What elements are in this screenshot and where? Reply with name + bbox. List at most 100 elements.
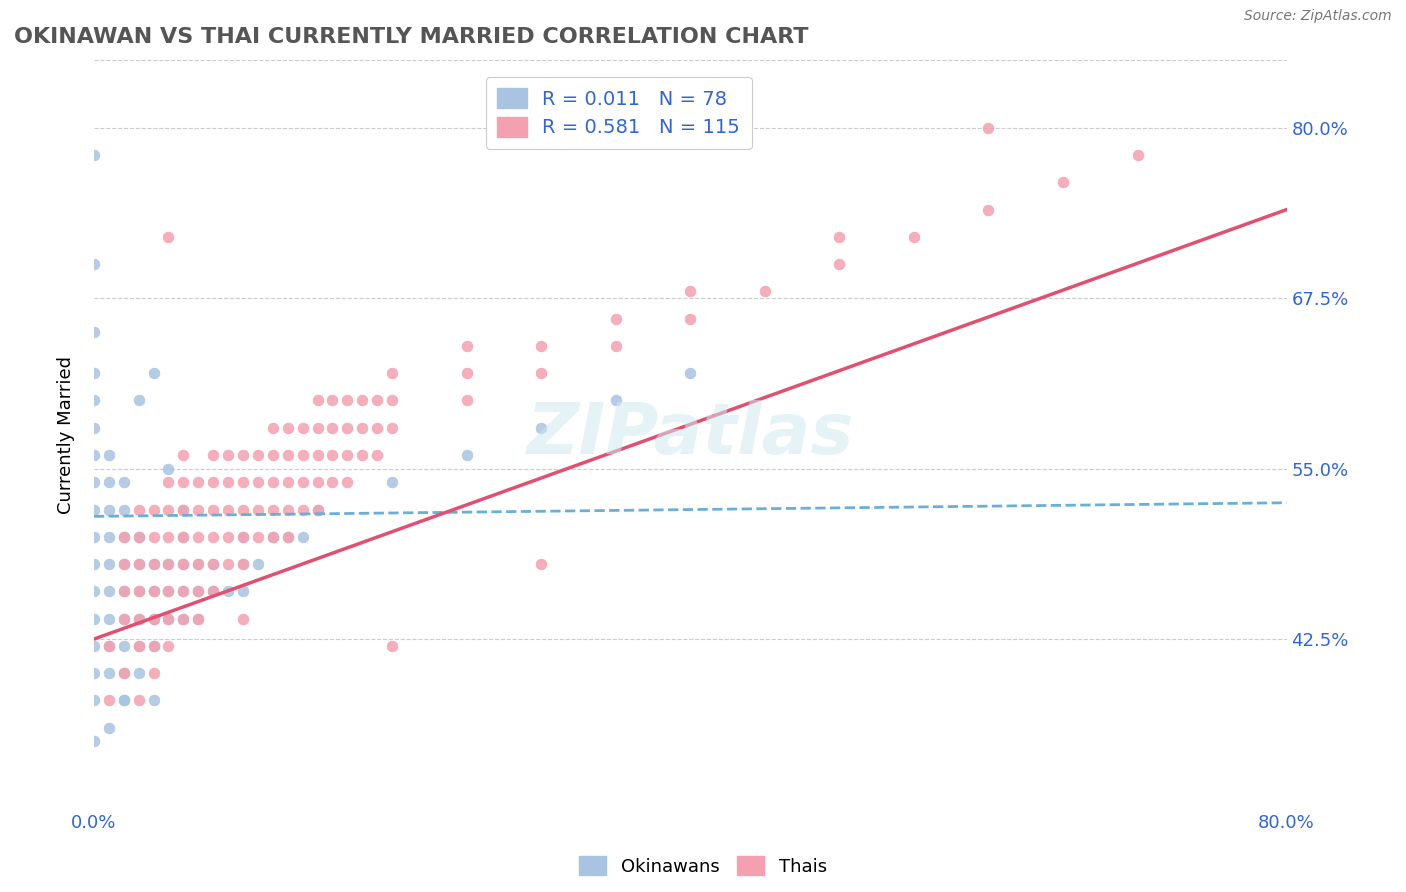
Point bbox=[262, 530, 284, 544]
Point bbox=[97, 557, 120, 571]
Point bbox=[679, 120, 702, 135]
Point bbox=[307, 421, 329, 435]
Point bbox=[142, 612, 165, 626]
Point bbox=[530, 557, 553, 571]
Point bbox=[83, 448, 105, 462]
Point bbox=[83, 257, 105, 271]
Point bbox=[456, 366, 478, 380]
Point bbox=[187, 475, 209, 490]
Point bbox=[142, 502, 165, 516]
Point bbox=[277, 448, 299, 462]
Point bbox=[128, 639, 150, 653]
Point bbox=[157, 461, 180, 475]
Point bbox=[83, 326, 105, 340]
Point bbox=[1052, 175, 1074, 189]
Point bbox=[381, 366, 404, 380]
Point bbox=[187, 557, 209, 571]
Point bbox=[246, 475, 269, 490]
Point bbox=[97, 612, 120, 626]
Point bbox=[202, 584, 225, 599]
Point bbox=[187, 584, 209, 599]
Point bbox=[128, 666, 150, 681]
Point bbox=[187, 584, 209, 599]
Point bbox=[530, 339, 553, 353]
Point bbox=[277, 530, 299, 544]
Text: OKINAWAN VS THAI CURRENTLY MARRIED CORRELATION CHART: OKINAWAN VS THAI CURRENTLY MARRIED CORRE… bbox=[14, 27, 808, 46]
Point bbox=[83, 734, 105, 748]
Point bbox=[828, 230, 851, 244]
Point bbox=[142, 612, 165, 626]
Point bbox=[97, 448, 120, 462]
Point bbox=[128, 612, 150, 626]
Text: Source: ZipAtlas.com: Source: ZipAtlas.com bbox=[1244, 9, 1392, 23]
Point bbox=[142, 530, 165, 544]
Point bbox=[232, 557, 254, 571]
Point bbox=[321, 448, 343, 462]
Point bbox=[112, 693, 135, 707]
Point bbox=[157, 612, 180, 626]
Point bbox=[202, 448, 225, 462]
Point bbox=[142, 666, 165, 681]
Point bbox=[128, 584, 150, 599]
Point bbox=[754, 285, 776, 299]
Point bbox=[679, 366, 702, 380]
Point bbox=[307, 448, 329, 462]
Point bbox=[172, 530, 194, 544]
Point bbox=[157, 230, 180, 244]
Point bbox=[112, 612, 135, 626]
Point bbox=[307, 393, 329, 408]
Point bbox=[246, 448, 269, 462]
Point bbox=[291, 475, 314, 490]
Point bbox=[321, 475, 343, 490]
Point bbox=[202, 557, 225, 571]
Point bbox=[605, 311, 627, 326]
Point bbox=[97, 639, 120, 653]
Point bbox=[187, 612, 209, 626]
Point bbox=[112, 612, 135, 626]
Point bbox=[112, 693, 135, 707]
Point bbox=[142, 366, 165, 380]
Point bbox=[157, 584, 180, 599]
Point bbox=[217, 475, 239, 490]
Point bbox=[202, 584, 225, 599]
Point bbox=[456, 339, 478, 353]
Point bbox=[679, 311, 702, 326]
Point bbox=[172, 612, 194, 626]
Point bbox=[128, 530, 150, 544]
Point bbox=[977, 202, 1000, 217]
Point bbox=[128, 612, 150, 626]
Point bbox=[128, 639, 150, 653]
Point bbox=[172, 530, 194, 544]
Point bbox=[128, 502, 150, 516]
Point bbox=[83, 557, 105, 571]
Point bbox=[903, 230, 925, 244]
Point bbox=[112, 502, 135, 516]
Point bbox=[262, 530, 284, 544]
Point bbox=[157, 584, 180, 599]
Point bbox=[83, 612, 105, 626]
Point bbox=[157, 612, 180, 626]
Point bbox=[142, 557, 165, 571]
Point bbox=[530, 421, 553, 435]
Point bbox=[157, 639, 180, 653]
Point bbox=[128, 393, 150, 408]
Point bbox=[381, 639, 404, 653]
Point bbox=[232, 584, 254, 599]
Point bbox=[232, 530, 254, 544]
Point bbox=[336, 393, 359, 408]
Point bbox=[97, 666, 120, 681]
Point bbox=[97, 584, 120, 599]
Point bbox=[232, 475, 254, 490]
Point bbox=[217, 557, 239, 571]
Legend: R = 0.011   N = 78, R = 0.581   N = 115: R = 0.011 N = 78, R = 0.581 N = 115 bbox=[486, 77, 752, 149]
Point bbox=[246, 502, 269, 516]
Point bbox=[83, 421, 105, 435]
Point bbox=[172, 584, 194, 599]
Point bbox=[307, 502, 329, 516]
Point bbox=[83, 584, 105, 599]
Point bbox=[277, 502, 299, 516]
Point bbox=[157, 475, 180, 490]
Point bbox=[142, 584, 165, 599]
Point bbox=[187, 502, 209, 516]
Y-axis label: Currently Married: Currently Married bbox=[58, 356, 75, 514]
